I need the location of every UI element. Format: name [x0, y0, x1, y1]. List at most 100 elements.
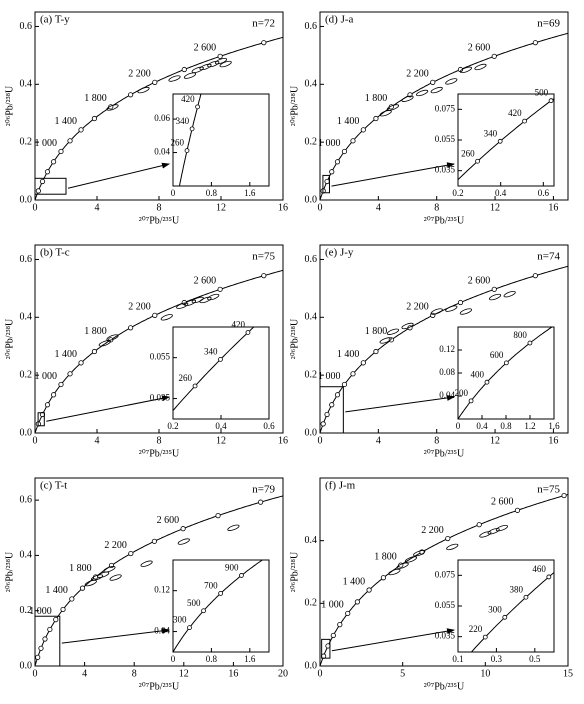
concordia-node	[482, 634, 488, 640]
x-tick-label: 0	[33, 435, 38, 446]
sample-count: n=79	[252, 484, 275, 496]
data-ellipse	[106, 104, 119, 111]
x-tick-label: 12	[490, 202, 500, 213]
y-tick-label: 0.04	[154, 147, 170, 157]
inset-age-label: 800	[513, 330, 527, 340]
concordia-node	[35, 654, 41, 660]
concordia-node	[491, 286, 497, 292]
zoom-arrow	[67, 162, 170, 189]
y-tick-label: 0.2	[20, 369, 33, 380]
x-tick-label: 1.6	[244, 188, 256, 198]
y-tick-label: 0.055	[150, 352, 171, 362]
age-label: 1 000	[29, 606, 52, 617]
concordia-node	[373, 348, 379, 355]
inset-age-label: 900	[225, 562, 239, 572]
panel: 0 4 8 12 16 0.0 0.2 0.4 0.6 1 000 1 400 1 800 2 200 2…	[289, 244, 569, 459]
data-ellipse	[137, 86, 150, 94]
concordia-node	[218, 356, 223, 362]
concordia-curve	[470, 571, 554, 652]
age-label: 1 000	[34, 371, 57, 382]
age-label: 1 400	[55, 349, 78, 360]
data-ellipse	[98, 340, 111, 347]
concordia-node	[261, 40, 267, 46]
age-label: 1 800	[365, 93, 388, 104]
age-label: 2 600	[194, 276, 217, 287]
age-label: 1 400	[55, 116, 78, 127]
concordia-node	[67, 138, 73, 144]
data-ellipse	[379, 110, 392, 117]
concordia-node	[245, 330, 251, 335]
zoom-arrow	[331, 628, 455, 652]
concordia-node	[39, 178, 46, 185]
x-tick-label: 4	[376, 435, 381, 446]
data-ellipse	[109, 574, 122, 581]
y-tick-label: 0.4	[20, 79, 33, 90]
inset-age-label: 260	[461, 148, 475, 158]
data-ellipse	[199, 63, 212, 71]
concordia-node	[218, 590, 224, 596]
age-label: 1 400	[45, 585, 68, 596]
x-tick-label: 5	[400, 668, 405, 679]
data-ellipse	[488, 293, 502, 301]
y-tick-label: 0.0	[20, 427, 33, 438]
y-tick-label: 0.2	[20, 605, 33, 616]
concordia-node	[360, 360, 366, 366]
inset-age-label: 300	[173, 615, 187, 625]
x-tick-label: 0.4	[495, 188, 507, 198]
concordia-node	[152, 79, 158, 85]
y-tick-label: 0.04	[439, 390, 455, 400]
inset-age-label: 500	[187, 598, 201, 608]
zoom-box	[37, 412, 45, 427]
age-label: 2 200	[128, 302, 151, 313]
zoom-arrow	[61, 627, 170, 644]
x-tick-label: 0.8	[206, 188, 218, 198]
panel-title: (e) J-y	[325, 247, 354, 259]
zoom-box	[322, 174, 330, 194]
inset-age-label: 400	[470, 369, 484, 379]
y-axis-title: ²⁰⁶Pb/²³⁸U	[4, 551, 15, 592]
concordia-node	[341, 148, 348, 155]
data-ellipse	[103, 566, 116, 573]
y-tick-label: 0.0	[20, 660, 33, 671]
zoom-box	[34, 615, 61, 667]
data-ellipse	[90, 574, 104, 581]
data-ellipse	[401, 95, 414, 102]
panel: 0 4 8 12 16 0.0 0.2 0.4 0.6 1 000 1 400 1 800 2 200 2…	[4, 11, 288, 226]
concordia-node	[189, 126, 195, 132]
data-ellipse	[445, 305, 458, 312]
concordia-node	[475, 158, 480, 164]
x-axis-title: ²⁰⁷Pb/²³⁵U	[139, 681, 180, 692]
data-ellipse	[401, 322, 414, 330]
inset-age-label: 260	[179, 373, 193, 383]
age-label: 1 400	[337, 116, 360, 127]
data-ellipse	[459, 308, 472, 315]
y-tick-label: 0.04	[154, 626, 170, 636]
panel-title: (c) T-t	[40, 480, 67, 492]
sample-count: n=75	[252, 251, 275, 263]
inset-age-label: 340	[204, 346, 218, 356]
age-label: 2 200	[421, 525, 444, 536]
concordia-node	[201, 608, 206, 614]
y-tick-label: 0.6	[20, 21, 33, 32]
y-tick-label: 0.4	[305, 535, 318, 546]
age-label: 2 600	[491, 497, 514, 508]
x-tick-label: 0.4	[476, 421, 488, 431]
x-tick-label: 16	[548, 435, 558, 446]
concordia-node	[128, 550, 134, 557]
x-tick-label: 12	[179, 668, 189, 679]
inset-age-label: 340	[484, 128, 498, 138]
x-tick-label: 0	[171, 654, 176, 664]
concordia-curve	[178, 94, 202, 186]
concordia-node	[215, 513, 221, 519]
concordia-node	[91, 115, 98, 122]
age-label: 1 000	[321, 600, 344, 611]
inset-age-label: 600	[490, 350, 504, 360]
y-tick-label: 0.2	[305, 136, 318, 147]
concordia-node	[50, 159, 57, 165]
concordia-node	[532, 40, 538, 46]
age-label: 1 800	[84, 326, 107, 337]
x-tick-label: 16	[278, 202, 288, 213]
x-tick-label: 0.8	[206, 654, 218, 664]
data-ellipse	[379, 337, 392, 344]
concordia-node	[476, 522, 482, 528]
